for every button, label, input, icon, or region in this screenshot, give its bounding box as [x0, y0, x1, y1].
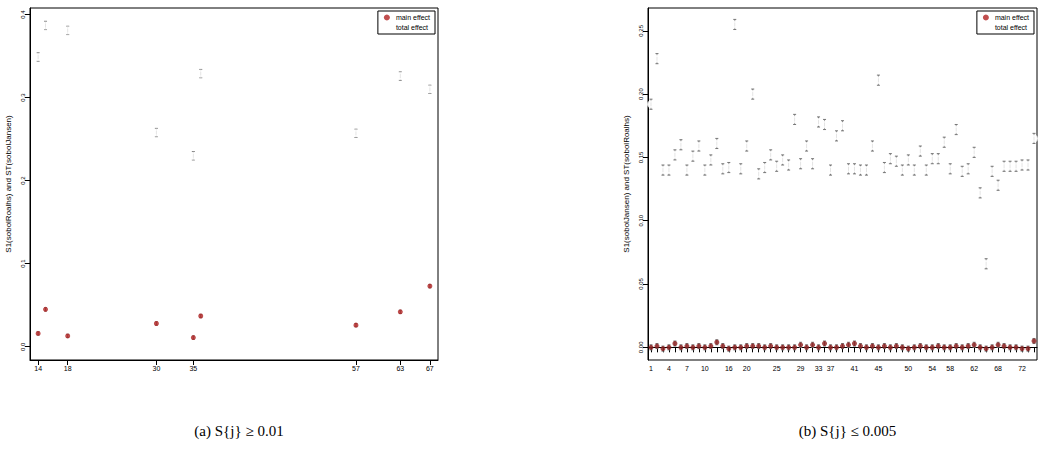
svg-text:72: 72: [1018, 365, 1026, 372]
svg-text:29: 29: [797, 365, 805, 372]
svg-text:10: 10: [701, 365, 709, 372]
svg-text:0.2: 0.2: [20, 176, 26, 185]
svg-text:0.10: 0.10: [638, 214, 644, 226]
svg-text:58: 58: [946, 365, 954, 372]
svg-text:main effect: main effect: [995, 14, 1029, 21]
svg-text:50: 50: [904, 365, 912, 372]
svg-text:25: 25: [773, 365, 781, 372]
svg-text:0.00: 0.00: [638, 341, 644, 353]
svg-text:30: 30: [152, 365, 160, 372]
svg-text:14: 14: [34, 365, 42, 372]
svg-text:41: 41: [851, 365, 859, 372]
svg-text:57: 57: [352, 365, 360, 372]
svg-text:37: 37: [827, 365, 835, 372]
svg-text:0.0: 0.0: [20, 342, 26, 351]
svg-text:total effect: total effect: [995, 24, 1027, 31]
svg-text:63: 63: [396, 365, 404, 372]
svg-text:18: 18: [64, 365, 72, 372]
svg-text:33: 33: [815, 365, 823, 372]
svg-text:4: 4: [667, 365, 671, 372]
svg-text:62: 62: [970, 365, 978, 372]
svg-text:(a) S{j} ≥ 0.01: (a) S{j} ≥ 0.01: [194, 423, 283, 440]
svg-text:0.25: 0.25: [638, 24, 644, 36]
svg-text:35: 35: [189, 365, 197, 372]
svg-text:0.05: 0.05: [638, 278, 644, 290]
svg-text:total effect: total effect: [396, 24, 428, 31]
svg-text:S1(sobolJansen) and ST(sobolRo: S1(sobolJansen) and ST(sobolRoalhs): [622, 115, 631, 253]
svg-text:S1(sobolRoalhs) and ST(sobolJa: S1(sobolRoalhs) and ST(sobolJansen): [4, 115, 13, 253]
svg-text:7: 7: [685, 365, 689, 372]
svg-text:20: 20: [743, 365, 751, 372]
svg-text:1: 1: [649, 365, 653, 372]
svg-text:16: 16: [725, 365, 733, 372]
svg-text:0.3: 0.3: [20, 93, 26, 102]
svg-text:0.1: 0.1: [20, 259, 26, 268]
svg-text:0.15: 0.15: [638, 151, 644, 163]
svg-text:68: 68: [994, 365, 1002, 372]
svg-text:54: 54: [928, 365, 936, 372]
svg-text:67: 67: [426, 365, 434, 372]
svg-text:(b) S{j} ≤ 0.005: (b) S{j} ≤ 0.005: [799, 423, 897, 440]
svg-text:0.4: 0.4: [20, 10, 26, 19]
svg-text:45: 45: [875, 365, 883, 372]
svg-text:main effect: main effect: [396, 14, 430, 21]
svg-text:0.20: 0.20: [638, 88, 644, 100]
